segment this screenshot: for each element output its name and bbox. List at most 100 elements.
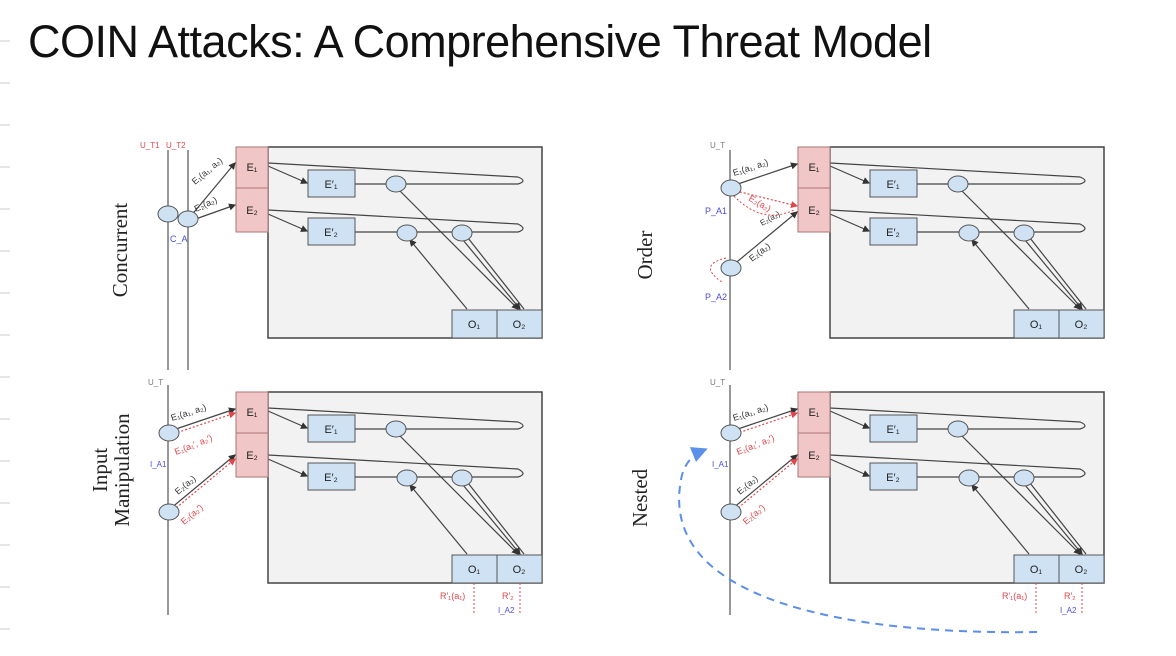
function-box-e1p bbox=[869, 169, 918, 198]
attacker-label: I_A2 bbox=[498, 606, 515, 615]
output-label-o2: O₂ bbox=[513, 319, 526, 331]
function-box-e2p bbox=[307, 217, 356, 246]
function-box-e1p bbox=[869, 414, 918, 443]
call-arrow-1 bbox=[267, 410, 309, 429]
call-label: E₂(a₂) bbox=[735, 473, 760, 496]
call-label: E₂(a₂) bbox=[173, 473, 198, 496]
slide-title: COIN Attacks: A Comprehensive Threat Mod… bbox=[28, 16, 932, 67]
function-label-e1p: E′₁ bbox=[324, 424, 337, 436]
ecall-arrow bbox=[731, 211, 798, 267]
attack-label: E₁(a₁′, a₂′) bbox=[173, 433, 214, 457]
state-node bbox=[385, 175, 407, 193]
ecall-box-e1 bbox=[797, 391, 831, 434]
call-label: E₂(a₂) bbox=[747, 241, 772, 264]
function-box-e2p bbox=[869, 462, 918, 491]
loop-line-2 bbox=[829, 454, 1086, 478]
return-label: R′₁(a₁) bbox=[440, 591, 465, 601]
output-label-o1: O₁ bbox=[1030, 319, 1043, 331]
attack-arrow bbox=[731, 411, 799, 436]
output-label-o1: O₁ bbox=[468, 319, 481, 331]
output-label-o2: O₂ bbox=[513, 564, 526, 576]
state-node bbox=[947, 175, 969, 193]
data-flow-line bbox=[467, 482, 525, 555]
state-node bbox=[451, 469, 473, 487]
data-flow-line bbox=[398, 189, 519, 310]
function-label-e2p: E′₂ bbox=[324, 227, 338, 239]
ecall-box-e2 bbox=[797, 432, 831, 478]
panel-label-order: Order bbox=[633, 230, 657, 280]
ecall-label-e1: E₁ bbox=[808, 162, 819, 174]
thread-node bbox=[157, 205, 179, 223]
ecall-arrow bbox=[169, 407, 237, 432]
attacker-label: I_A2 bbox=[1060, 606, 1077, 615]
data-flow-line bbox=[1024, 484, 1083, 555]
function-label-e1p: E′₁ bbox=[324, 179, 337, 191]
output-box-o2 bbox=[496, 554, 543, 584]
call-arrow-2 bbox=[267, 213, 309, 232]
attack-label: E₂(a₂′) bbox=[741, 502, 767, 526]
output-label-o1: O₁ bbox=[468, 564, 481, 576]
slide-edge-decoration bbox=[0, 0, 10, 656]
call-label: E₂(a₂) bbox=[759, 209, 782, 228]
data-flow-line bbox=[1024, 239, 1083, 310]
attack-label: E₂(a₂′) bbox=[179, 502, 205, 526]
thread-node bbox=[720, 179, 742, 197]
function-label-e2p: E′₂ bbox=[886, 472, 900, 484]
user-thread-label: U_T bbox=[710, 378, 725, 387]
data-flow-line bbox=[398, 434, 519, 555]
call-arrow-2 bbox=[267, 458, 309, 477]
loop-line-1 bbox=[267, 162, 524, 185]
output-box-o2 bbox=[1058, 309, 1105, 339]
loop-line-1 bbox=[829, 407, 1086, 430]
attacker-label: I_A1 bbox=[150, 460, 167, 469]
data-flow-line bbox=[409, 484, 468, 555]
data-flow-line bbox=[960, 189, 1081, 310]
thread-node bbox=[720, 424, 742, 442]
attacker-label: P_A1 bbox=[705, 206, 727, 216]
attacker-label: P_A2 bbox=[705, 292, 727, 302]
ecall-box-e1 bbox=[797, 146, 831, 189]
panel-label-input-manipulation: Input Manipulation bbox=[88, 413, 134, 527]
ecall-arrow bbox=[189, 162, 236, 218]
attack-arrow bbox=[731, 189, 799, 209]
panel-label-concurrent: Concurrent bbox=[108, 202, 132, 298]
function-label-e2p: E′₂ bbox=[886, 227, 900, 239]
attacker-label: C_A bbox=[170, 234, 188, 244]
ecall-box-e1 bbox=[235, 146, 269, 189]
return-label: R′₁(a₁) bbox=[1002, 591, 1027, 601]
state-node bbox=[396, 224, 418, 242]
state-node bbox=[958, 469, 980, 487]
call-arrow-1 bbox=[829, 165, 871, 184]
function-box-e2p bbox=[869, 217, 918, 246]
call-arrow-1 bbox=[829, 410, 871, 429]
data-flow-line bbox=[409, 239, 468, 310]
ecall-arrow bbox=[731, 407, 799, 432]
thread-node bbox=[177, 210, 199, 228]
call-arrow-2 bbox=[829, 213, 871, 232]
ecall-box-e2 bbox=[235, 432, 269, 478]
data-flow-line bbox=[462, 239, 521, 310]
thread-node bbox=[158, 424, 180, 442]
user-thread-label: U_T bbox=[148, 378, 163, 387]
attacker-label: I_A1 bbox=[712, 460, 729, 469]
data-flow-line bbox=[971, 484, 1030, 555]
ecall-box-e2 bbox=[235, 187, 269, 233]
reorder-curve bbox=[710, 257, 727, 283]
panel-label-nested: Nested bbox=[628, 468, 652, 528]
ecall-arrow bbox=[169, 454, 236, 510]
data-flow-line bbox=[960, 434, 1081, 555]
state-node bbox=[1013, 224, 1035, 242]
user-thread-label: U_T bbox=[710, 141, 725, 150]
attack-label: E₂(a₂) bbox=[747, 193, 773, 214]
state-node bbox=[1013, 469, 1035, 487]
thread-node bbox=[720, 503, 742, 521]
loop-line-2 bbox=[267, 454, 524, 478]
ecall-label-e2: E₂ bbox=[246, 205, 258, 217]
output-label-o2: O₂ bbox=[1075, 319, 1088, 331]
ecall-arrow bbox=[731, 454, 798, 510]
data-flow-line bbox=[462, 484, 521, 555]
attack-arrow bbox=[169, 411, 237, 436]
